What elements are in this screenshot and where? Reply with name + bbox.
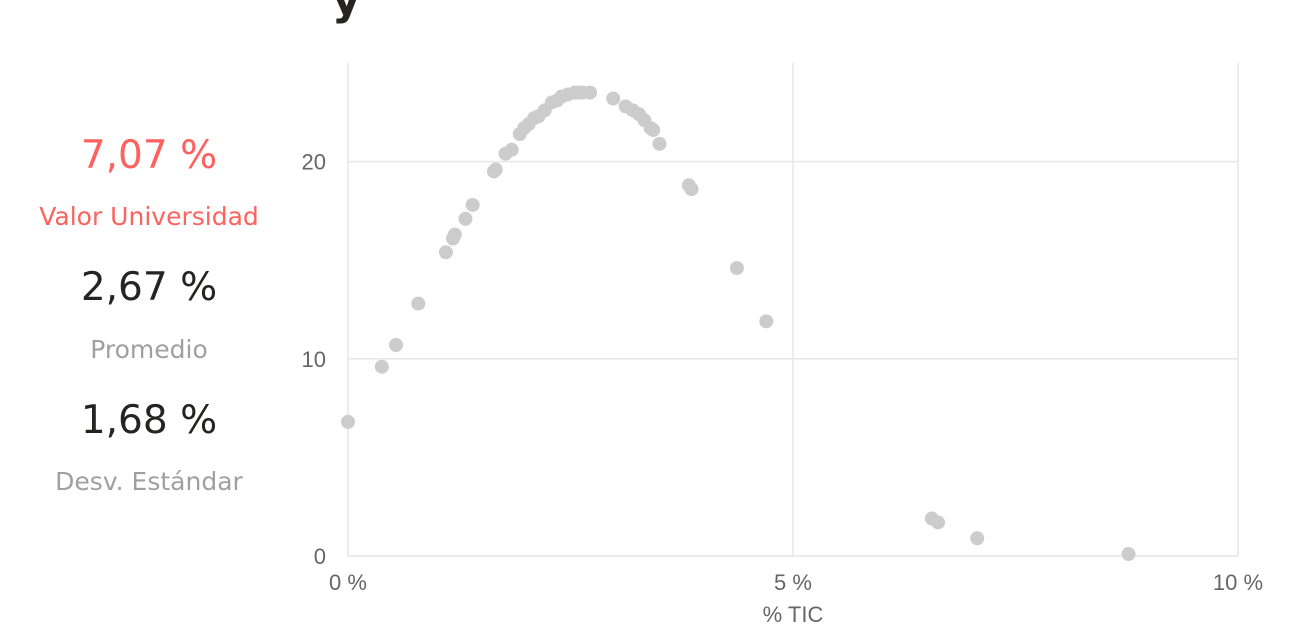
tick-labels: 0 % 5 % 10 % 0 10 20: [302, 150, 1264, 595]
average-label: Promedio: [90, 335, 208, 364]
scatter-point[interactable]: [646, 123, 661, 138]
y-tick-label: 0: [314, 544, 326, 569]
std-dev-label: Desv. Estándar: [55, 467, 243, 496]
scatter-point[interactable]: [447, 227, 462, 242]
university-value: 7,07 %: [80, 133, 218, 178]
scatter-point[interactable]: [458, 211, 473, 226]
average-value: 2,67 %: [80, 265, 218, 310]
scatter-point[interactable]: [504, 142, 519, 157]
scatter-point[interactable]: [374, 359, 389, 374]
x-tick-label: 10 %: [1213, 570, 1263, 595]
x-axis-title: % TIC: [763, 602, 824, 627]
scatter-point[interactable]: [465, 197, 480, 212]
scatter-point[interactable]: [652, 136, 667, 151]
report-title-fragment: y: [332, 0, 361, 25]
data-points: [341, 85, 1136, 562]
x-tick-label: 0 %: [329, 570, 367, 595]
scatter-point[interactable]: [488, 162, 503, 177]
scatter-point[interactable]: [389, 337, 404, 352]
scatter-point[interactable]: [341, 414, 355, 429]
scatter-point[interactable]: [606, 91, 621, 106]
scatter-point[interactable]: [759, 314, 774, 329]
y-tick-label: 10: [302, 347, 326, 372]
university-value-label: Valor Universidad: [39, 202, 259, 231]
x-tick-label: 5 %: [774, 570, 812, 595]
scatter-point[interactable]: [1121, 547, 1136, 562]
scatter-point[interactable]: [931, 515, 946, 530]
scatter-point[interactable]: [970, 531, 985, 546]
scatter-point[interactable]: [684, 182, 699, 197]
scatter-point[interactable]: [583, 85, 598, 100]
y-tick-label: 20: [302, 150, 326, 175]
scatter-point[interactable]: [438, 245, 453, 260]
scatter-point[interactable]: [411, 296, 426, 311]
grid-layer: [347, 63, 1239, 557]
std-dev-value: 1,68 %: [80, 398, 218, 443]
scatter-point[interactable]: [729, 261, 744, 276]
